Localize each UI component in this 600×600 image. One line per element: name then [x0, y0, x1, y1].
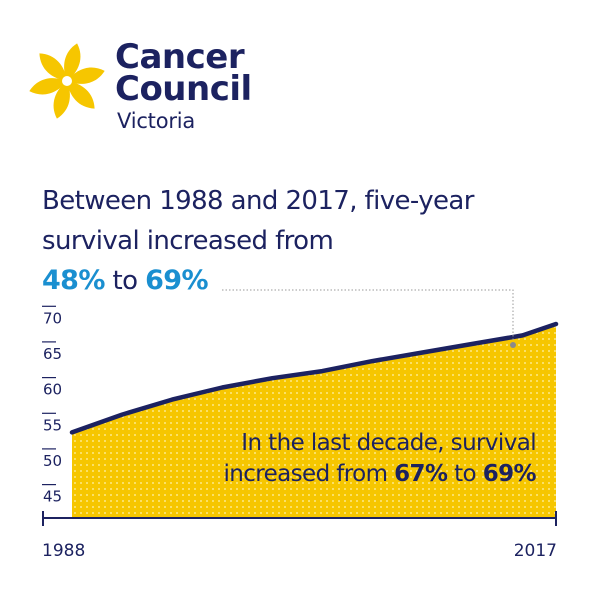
leader-line: [222, 289, 514, 343]
y-tick-label: 70: [43, 309, 62, 327]
annotation-line1: In the last decade, survival: [241, 430, 536, 456]
x-tick-label-end: 2017: [514, 541, 557, 561]
daffodil-petal: [29, 78, 67, 95]
brand-subtitle: Victoria: [117, 109, 196, 133]
headline-from-value: 48%: [42, 265, 105, 296]
daffodil-icon: [29, 43, 105, 119]
headline-line2: survival increased from: [42, 226, 334, 256]
y-tick-label: 60: [43, 381, 62, 399]
x-tick-label-start: 1988: [42, 541, 85, 561]
annotation-line2: increased from 67% to 69%: [210, 459, 536, 490]
headline-line3: 48% to 69%: [42, 265, 209, 297]
headline-to-value: 69%: [145, 265, 208, 296]
y-tick-label: 65: [43, 345, 62, 363]
annotation-prefix: increased from: [223, 461, 388, 487]
y-tick-label: 50: [43, 452, 62, 470]
y-axis: 45 50 55 60 65 70: [42, 305, 62, 506]
survival-area-fill: [72, 324, 556, 518]
leader-dot: [510, 342, 516, 348]
annotation-connector: to: [454, 461, 477, 487]
headline-line1: Between 1988 and 2017, five-year: [42, 186, 474, 216]
annotation-from-value: 67%: [394, 461, 448, 487]
daffodil-petal: [39, 53, 67, 81]
annotation-to-value: 69%: [482, 461, 537, 487]
daffodil-petal: [67, 81, 95, 109]
survival-line: [69, 321, 559, 435]
daffodil-petal: [64, 43, 81, 81]
decade-annotation: In the last decade, survival increased f…: [210, 428, 536, 490]
daffodil-petal: [67, 67, 105, 84]
brand-name-line1: Cancer: [115, 37, 245, 77]
headline-connector: to: [112, 266, 139, 296]
brand-name-line2: Council: [115, 69, 252, 109]
y-tick-label: 45: [43, 488, 62, 506]
y-tick-label: 55: [43, 416, 62, 434]
daffodil-petal: [53, 80, 70, 119]
